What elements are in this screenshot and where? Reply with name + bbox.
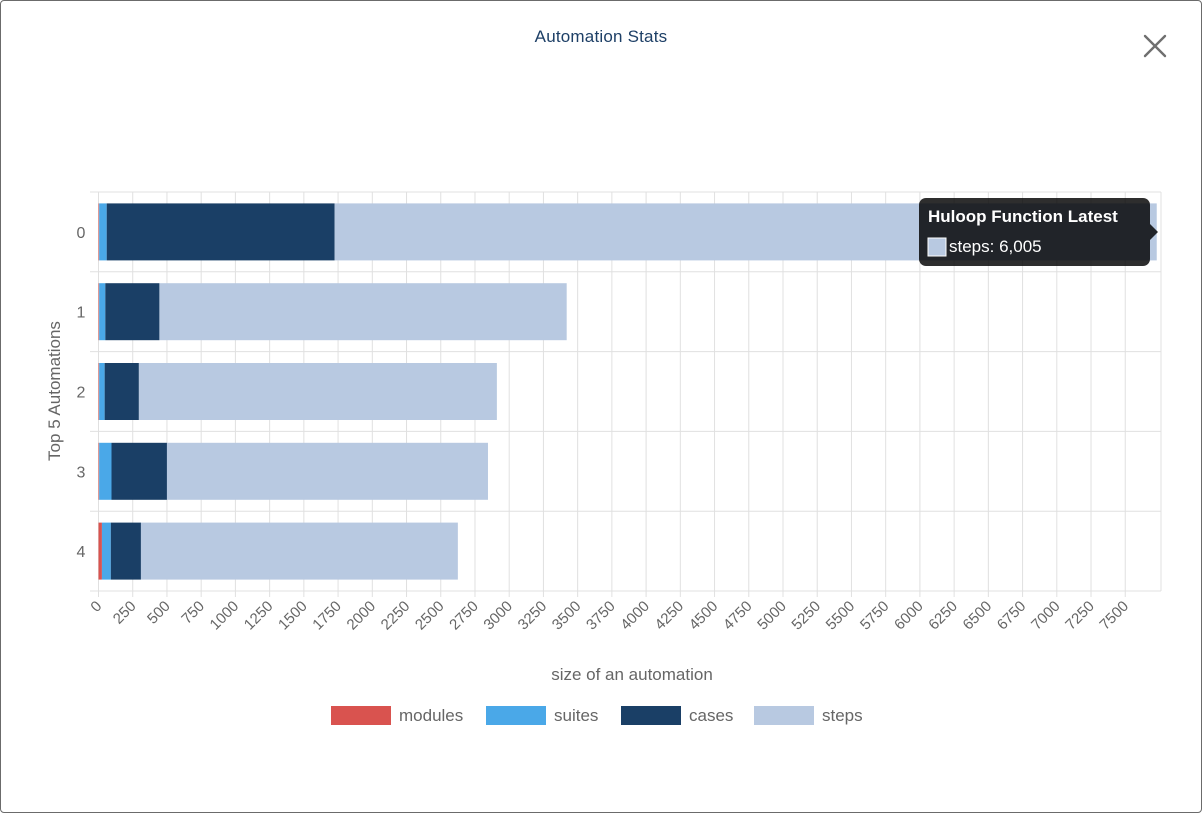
x-tick-label: 1750 — [309, 598, 345, 634]
x-tick-label: 7000 — [1028, 598, 1064, 634]
bar-suites-3[interactable] — [99, 442, 112, 500]
x-axis-title: size of an automation — [551, 665, 713, 684]
x-tick-label: 7250 — [1062, 598, 1098, 634]
bar-steps-3[interactable] — [166, 442, 488, 500]
x-tick-label: 4000 — [617, 598, 653, 634]
x-tick-label: 6750 — [994, 598, 1030, 634]
tooltip-title: Huloop Function Latest — [928, 207, 1118, 226]
x-tick-label: 3750 — [583, 598, 619, 634]
y-tick-label: 3 — [77, 464, 86, 481]
modal-title: Automation Stats — [534, 27, 668, 46]
legend-swatch-modules[interactable] — [331, 706, 391, 725]
y-axis-title: Top 5 Automations — [45, 321, 64, 461]
x-tick-label: 500 — [144, 598, 174, 628]
x-tick-label: 6250 — [925, 598, 961, 634]
x-tick-label: 6500 — [960, 598, 996, 634]
bar-suites-2[interactable] — [99, 363, 105, 420]
x-tick-label: 2500 — [412, 598, 448, 634]
y-tick-label: 2 — [77, 385, 86, 402]
x-tick-label: 4750 — [720, 598, 756, 634]
bar-modules-2[interactable] — [98, 363, 100, 420]
tooltip-box — [919, 198, 1150, 266]
bar-steps-4[interactable] — [140, 522, 458, 580]
x-tick-label: 0 — [87, 598, 105, 616]
bar-cases-4[interactable] — [110, 522, 141, 580]
x-tick-label: 3000 — [480, 598, 516, 634]
bar-cases-0[interactable] — [106, 203, 335, 261]
x-tick-label: 4500 — [686, 598, 722, 634]
y-tick-label: 4 — [77, 544, 86, 561]
bar-cases-2[interactable] — [104, 363, 139, 420]
x-tick-label: 2000 — [344, 598, 380, 634]
bar-suites-1[interactable] — [99, 283, 106, 341]
x-tick-label: 1500 — [275, 598, 311, 634]
x-tick-label: 7500 — [1096, 598, 1132, 634]
tooltip-swatch — [927, 237, 947, 257]
bar-suites-4[interactable] — [101, 522, 111, 580]
x-tick-label: 3500 — [549, 598, 585, 634]
bar-steps-2[interactable] — [138, 363, 497, 420]
bar-suites-0[interactable] — [99, 203, 107, 261]
x-tick-label: 2250 — [378, 598, 414, 634]
x-tick-label: 3250 — [515, 598, 551, 634]
legend-swatch-steps[interactable] — [754, 706, 814, 725]
tooltip-caret — [1150, 224, 1158, 240]
tooltip-value: steps: 6,005 — [949, 237, 1042, 256]
bar-modules-1[interactable] — [98, 283, 100, 341]
legend-label-modules[interactable]: modules — [399, 706, 463, 725]
legend-label-cases[interactable]: cases — [689, 706, 733, 725]
close-icon — [1143, 34, 1167, 58]
x-tick-label: 5000 — [754, 598, 790, 634]
bar-cases-3[interactable] — [111, 442, 167, 500]
x-tick-label: 750 — [178, 598, 208, 628]
legend-swatch-cases[interactable] — [621, 706, 681, 725]
x-tick-label: 2750 — [446, 598, 482, 634]
x-tick-label: 6000 — [891, 598, 927, 634]
x-tick-label: 250 — [110, 598, 140, 628]
y-tick-label: 0 — [77, 225, 86, 242]
bar-modules-4[interactable] — [98, 522, 102, 580]
x-tick-label: 5500 — [823, 598, 859, 634]
legend-swatch-suites[interactable] — [486, 706, 546, 725]
bar-cases-1[interactable] — [105, 283, 160, 341]
bar-modules-3[interactable] — [98, 442, 100, 500]
x-tick-label: 4250 — [652, 598, 688, 634]
x-tick-label: 5250 — [788, 598, 824, 634]
bar-modules-0[interactable] — [98, 203, 100, 261]
x-tick-label: 1250 — [241, 598, 277, 634]
x-tick-label: 5750 — [857, 598, 893, 634]
close-button[interactable] — [1141, 32, 1169, 60]
legend-label-suites[interactable]: suites — [554, 706, 598, 725]
bar-steps-1[interactable] — [159, 283, 567, 341]
x-tick-label: 1000 — [207, 598, 243, 634]
y-tick-label: 1 — [77, 305, 86, 322]
legend-label-steps[interactable]: steps — [822, 706, 863, 725]
